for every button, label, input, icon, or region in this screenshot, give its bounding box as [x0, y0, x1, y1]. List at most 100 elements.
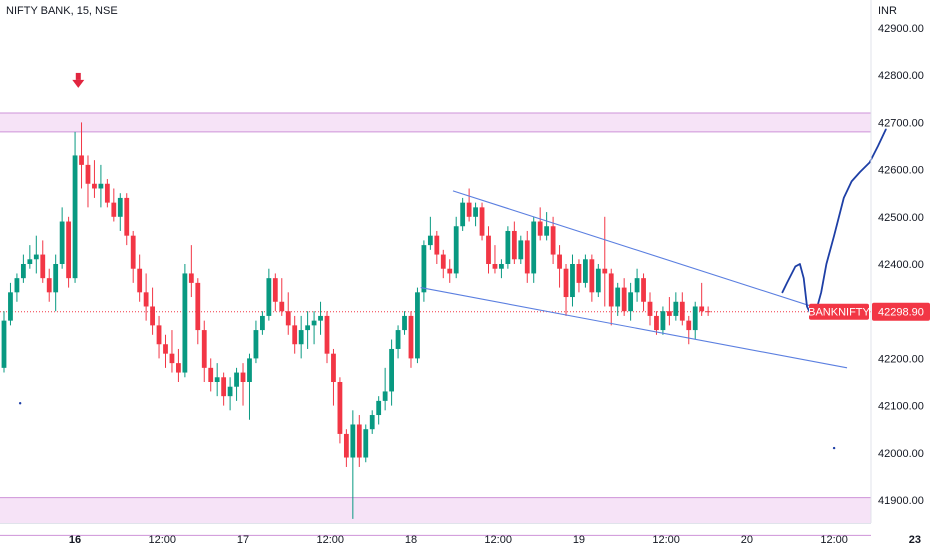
- candle-body: [72, 155, 78, 279]
- x-tick-label: 18: [405, 534, 417, 546]
- candle-body: [8, 292, 13, 321]
- candle-body: [130, 235, 136, 269]
- x-tick-label: 12:00: [149, 534, 177, 546]
- candle-body: [666, 311, 672, 316]
- candle-body: [537, 221, 543, 236]
- candle-body: [544, 226, 550, 236]
- candle-body: [234, 372, 239, 387]
- candle-body: [343, 433, 349, 458]
- candle-body: [59, 221, 65, 264]
- candle-body: [53, 264, 59, 293]
- candle-body: [473, 207, 478, 217]
- candle-body: [111, 202, 117, 217]
- candle-body: [298, 330, 304, 345]
- candle-body: [201, 330, 207, 368]
- candle-body: [79, 155, 84, 165]
- candle-body: [98, 183, 104, 189]
- candle-body: [247, 358, 252, 382]
- y-tick-label: 42500.00: [878, 212, 924, 224]
- candle-body: [602, 268, 608, 274]
- currency-label: INR: [878, 5, 897, 17]
- y-tick-label: 42600.00: [878, 165, 924, 177]
- last-price-label: 42298.90: [878, 307, 924, 319]
- candle-body: [570, 264, 575, 298]
- candle-body: [382, 391, 388, 401]
- candle-body: [66, 221, 71, 279]
- candle-body: [621, 287, 627, 312]
- candle-body: [440, 254, 446, 269]
- candle-body: [576, 264, 582, 283]
- candle-body: [33, 254, 39, 260]
- candle-body: [311, 320, 317, 326]
- candle-body: [466, 202, 472, 217]
- x-tick-label: 17: [237, 534, 249, 546]
- candle-body: [92, 183, 97, 189]
- candle-body: [27, 259, 33, 264]
- candle-body: [369, 415, 375, 430]
- candle-body: [46, 278, 52, 293]
- candle-body: [647, 301, 653, 316]
- candle-body: [40, 254, 46, 279]
- candle-body: [608, 273, 614, 307]
- x-tick-label: 12:00: [316, 534, 344, 546]
- x-tick-label: 12:00: [652, 534, 680, 546]
- candle-body: [408, 315, 414, 359]
- candle-body: [615, 287, 621, 307]
- candle-body: [137, 268, 143, 293]
- x-tick-label: 16: [69, 534, 81, 546]
- chart-title: NIFTY BANK, 15, NSE: [6, 5, 118, 17]
- candle-body: [150, 306, 155, 326]
- candle-body: [550, 226, 556, 255]
- candle-body: [395, 330, 401, 349]
- y-tick-label: 42100.00: [878, 401, 924, 413]
- candle-body: [324, 315, 330, 354]
- candle-body: [447, 268, 453, 274]
- candle-body: [376, 400, 382, 416]
- drawings-layer: [18, 72, 887, 450]
- candle-body: [673, 301, 679, 316]
- scatter-marker: [832, 446, 836, 450]
- candle-body: [415, 292, 420, 359]
- y-tick-label: 42800.00: [878, 70, 924, 82]
- candle-body: [460, 202, 466, 227]
- candle-body: [227, 386, 233, 397]
- candle-body: [686, 320, 692, 331]
- zone-rect: [0, 497, 871, 523]
- candle-body: [583, 259, 588, 283]
- x-tick-label: 12:00: [484, 534, 512, 546]
- x-tick-label: 12:00: [820, 534, 848, 546]
- y-tick-label: 41900.00: [878, 495, 924, 507]
- candle-body: [389, 348, 394, 392]
- candle-body: [214, 377, 220, 382]
- candle-body: [182, 273, 188, 373]
- symbol-badge-label: BANKNIFTY: [808, 307, 870, 319]
- candle-body: [641, 278, 646, 302]
- candle-body: [634, 278, 640, 293]
- candle-body: [363, 429, 369, 458]
- candle-body: [253, 330, 259, 359]
- candle-body: [104, 183, 110, 203]
- candle-body: [305, 325, 311, 331]
- candle-body: [85, 164, 91, 184]
- candle-body: [679, 301, 685, 321]
- candle-body: [402, 315, 407, 331]
- candle-body: [260, 315, 265, 331]
- candle-body: [331, 353, 336, 382]
- last-price-badge: [872, 302, 930, 321]
- candle-body: [169, 353, 175, 364]
- zone-rect: [0, 112, 871, 132]
- candle-body: [285, 311, 291, 326]
- candle-body: [266, 278, 272, 316]
- candle-body: [176, 363, 181, 373]
- candle-body: [195, 282, 201, 331]
- candle-body: [124, 197, 130, 236]
- candle-body: [208, 367, 214, 382]
- candle-body: [143, 292, 149, 307]
- candle-body: [511, 230, 517, 260]
- candle-body: [692, 306, 698, 331]
- candle-body: [318, 315, 323, 321]
- candle-body: [337, 382, 343, 434]
